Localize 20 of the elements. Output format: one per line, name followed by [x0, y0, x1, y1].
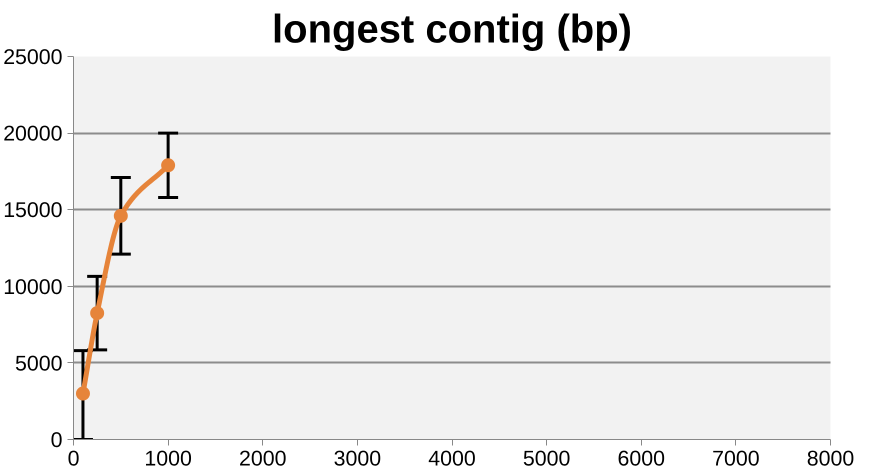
y-tick-label: 25000 — [3, 45, 63, 69]
point — [114, 208, 128, 223]
x-tick-label: 0 — [68, 446, 80, 470]
x-tick-label: 2000 — [239, 446, 287, 470]
x-tick-label: 4000 — [428, 446, 476, 470]
y-tick-label: 10000 — [3, 274, 63, 299]
point — [161, 158, 176, 172]
y-tick-label: 0 — [50, 428, 63, 452]
y-tick-label: 15000 — [3, 198, 63, 222]
x-tick-label: 8000 — [806, 446, 854, 470]
x-tick-label: 5000 — [522, 446, 570, 470]
y-tick-label: 20000 — [3, 122, 63, 146]
y-tick-label: 5000 — [15, 351, 63, 376]
x-tick-label: 6000 — [618, 446, 666, 470]
chart-title: longest contig (bp) — [272, 8, 632, 52]
point — [90, 306, 104, 320]
x-tick-label: 7000 — [712, 446, 760, 470]
x-tick-label: 3000 — [334, 446, 382, 470]
x-tick-label: 1000 — [144, 446, 192, 470]
point — [76, 386, 90, 401]
